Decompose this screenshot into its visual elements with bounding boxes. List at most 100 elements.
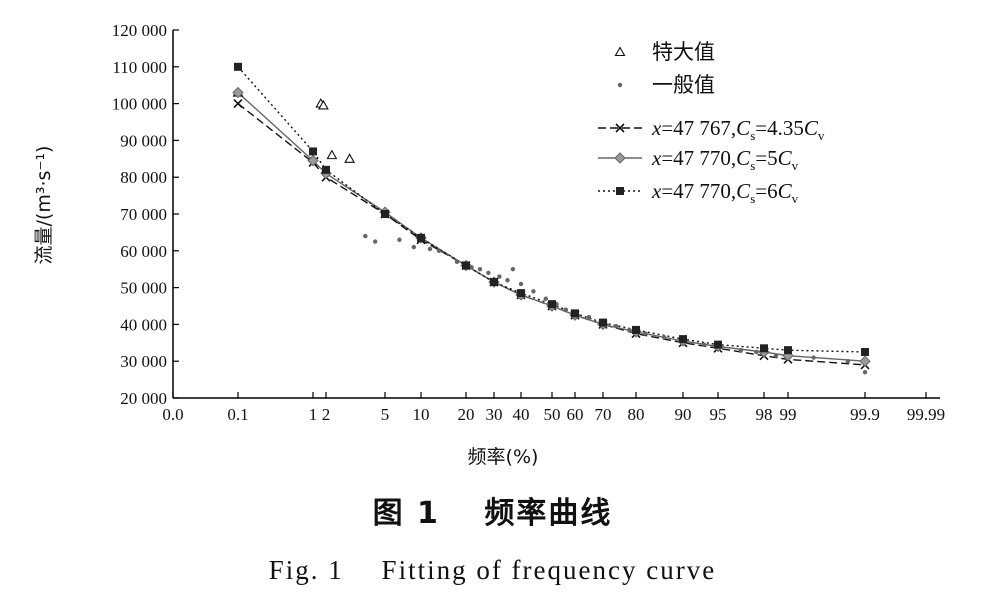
fitted-curve-1 bbox=[237, 103, 866, 366]
ordinary-value-marker bbox=[505, 278, 510, 283]
x-tick-label: 30 bbox=[486, 405, 503, 424]
legend-symbol bbox=[614, 46, 626, 57]
ordinary-value-marker bbox=[531, 289, 536, 294]
y-axis-ticks: 120 000 110 000 100 000 90 000 80 000 70 000 6… bbox=[112, 21, 179, 408]
legend-entry-label: x=47 770,Cs=6Cv bbox=[651, 179, 799, 206]
ordinary-value-marker bbox=[811, 355, 816, 360]
ordinary-value-marker bbox=[614, 324, 619, 329]
caption-english: Fig. 1 Fitting of frequency curve bbox=[268, 555, 717, 585]
ordinary-value-marker bbox=[477, 267, 483, 272]
ordinary-value-marker bbox=[372, 239, 378, 244]
ordinary-value-marker bbox=[586, 314, 592, 320]
x-tick-label: 98 bbox=[756, 405, 773, 424]
frequency-chart: 0.0 0.1 1 2 5 10 20 30 40 50 60 70 80 90 95 98 99 99.9 99.… bbox=[33, 21, 945, 468]
ordinary-value-marker bbox=[436, 248, 442, 253]
curve-diamond-marker bbox=[232, 86, 244, 99]
curve-x-marker-legend bbox=[615, 123, 625, 133]
legend-entry-label: 特大值 bbox=[652, 40, 715, 64]
fitted-curves bbox=[237, 66, 866, 366]
y-tick-label: 120 000 bbox=[112, 21, 167, 40]
ordinary-value-marker bbox=[397, 237, 402, 242]
extreme-value-marker bbox=[317, 99, 329, 110]
x-tick-label: 99 bbox=[780, 405, 797, 424]
curve-square-marker bbox=[760, 344, 768, 353]
axes bbox=[172, 30, 940, 399]
legend-entry-label: 一般值 bbox=[652, 73, 715, 97]
x-tick-label: 95 bbox=[710, 405, 727, 424]
x-tick-label: 99.9 bbox=[850, 405, 880, 424]
legend-entry-label: x=47 767,Cs=4.35Cv bbox=[651, 116, 825, 143]
legend-symbol bbox=[598, 152, 642, 164]
x-tick-label: 70 bbox=[595, 405, 612, 424]
x-tick-label: 10 bbox=[413, 405, 430, 424]
curve-square-marker bbox=[517, 289, 525, 298]
x-tick-label: 90 bbox=[675, 405, 692, 424]
y-tick-label: 60 000 bbox=[120, 242, 167, 261]
curve-diamond-marker bbox=[859, 355, 871, 367]
ordinary-value-marker bbox=[563, 307, 568, 312]
ordinary-value-marker bbox=[862, 370, 868, 375]
x-tick-label: 0.1 bbox=[227, 405, 248, 424]
ordinary-value-marker bbox=[497, 274, 502, 279]
curve-square-marker bbox=[571, 309, 579, 318]
curve-square-marker bbox=[490, 278, 498, 287]
ordinary-value-marker-legend bbox=[617, 82, 623, 88]
y-axis-label: 流量/(m³·s⁻¹) bbox=[33, 146, 55, 265]
extreme-value-marker bbox=[344, 153, 356, 163]
curve-square-marker bbox=[784, 346, 792, 355]
y-tick-label: 20 000 bbox=[120, 389, 167, 408]
y-tick-label: 50 000 bbox=[120, 279, 167, 298]
x-tick-label: 1 bbox=[309, 405, 318, 424]
legend-symbol bbox=[617, 82, 623, 88]
legend-symbol bbox=[598, 123, 642, 133]
x-tick-label: 99.99 bbox=[907, 405, 945, 424]
y-tick-label: 90 000 bbox=[120, 131, 167, 150]
extreme-value-marker-legend bbox=[614, 46, 626, 57]
ordinary-value-marker bbox=[411, 244, 416, 250]
curve-square-marker bbox=[417, 233, 425, 242]
y-tick-label: 30 000 bbox=[120, 352, 167, 371]
curve-square-marker-legend bbox=[616, 187, 624, 195]
ordinary-value-marker bbox=[627, 327, 632, 333]
x-tick-label: 80 bbox=[628, 405, 645, 424]
curve-square-marker bbox=[548, 300, 556, 309]
curve-square-marker bbox=[599, 318, 607, 327]
ordinary-value-marker bbox=[363, 233, 368, 239]
x-axis-label: 频率(%) bbox=[468, 446, 539, 468]
curve-square-marker bbox=[234, 62, 242, 71]
curve-square-marker bbox=[679, 335, 687, 344]
ordinary-value-marker bbox=[486, 270, 491, 276]
extreme-value-marker bbox=[326, 149, 338, 160]
x-tick-label: 50 bbox=[544, 405, 561, 424]
legend-symbol bbox=[598, 187, 642, 195]
fitted-curve-3 bbox=[237, 66, 866, 353]
ordinary-value-marker bbox=[518, 281, 524, 287]
ordinary-value-marker bbox=[510, 267, 516, 272]
ordinary-value-marker bbox=[738, 347, 744, 353]
x-tick-label: 5 bbox=[381, 405, 390, 424]
ordinary-value-marker bbox=[754, 349, 759, 355]
y-tick-label: 110 000 bbox=[112, 58, 167, 77]
ordinary-value-marker bbox=[701, 342, 707, 347]
x-tick-label: 2 bbox=[322, 405, 331, 424]
y-tick-label: 70 000 bbox=[120, 205, 167, 224]
curve-square-marker bbox=[381, 210, 389, 218]
curve-square-marker bbox=[322, 165, 330, 174]
caption-chinese: 图 1 频率曲线 bbox=[372, 496, 613, 531]
x-tick-label: 60 bbox=[567, 405, 584, 424]
curve-square-marker bbox=[462, 261, 470, 270]
data-markers bbox=[232, 62, 871, 375]
ordinary-value-marker bbox=[845, 359, 851, 364]
ordinary-value-marker bbox=[427, 246, 433, 252]
curve-square-marker bbox=[861, 348, 869, 356]
legend-entry-label: x=47 770,Cs=5Cv bbox=[651, 146, 799, 173]
curve-diamond-marker bbox=[307, 154, 319, 167]
curve-square-marker bbox=[632, 325, 640, 334]
x-axis-ticks: 0.0 0.1 1 2 5 10 20 30 40 50 60 70 80 90 95 98 99 99.9 99.… bbox=[162, 392, 945, 424]
curve-x-marker bbox=[233, 99, 243, 109]
ordinary-value-marker bbox=[454, 259, 460, 265]
ordinary-value-marker bbox=[773, 353, 779, 358]
x-tick-label: 20 bbox=[458, 405, 475, 424]
